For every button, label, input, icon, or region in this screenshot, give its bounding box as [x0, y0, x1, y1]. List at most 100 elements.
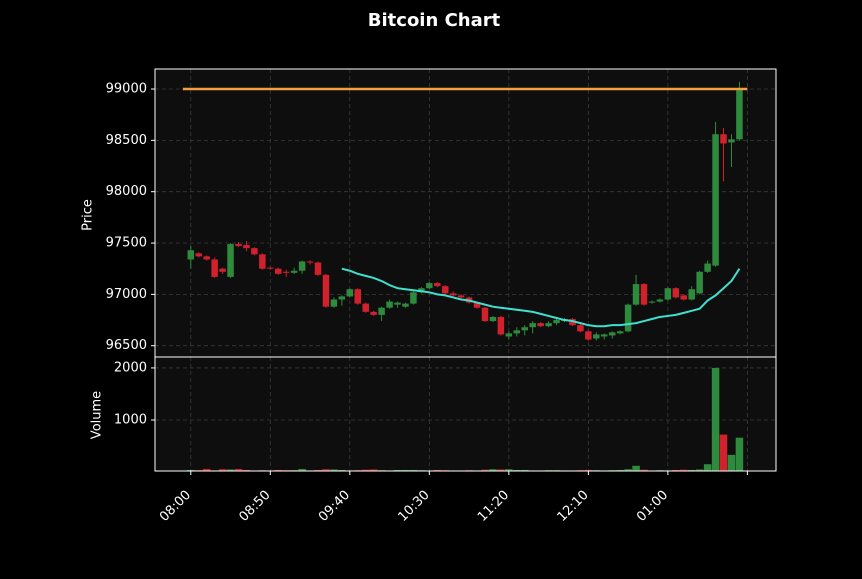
volume-bar — [672, 469, 680, 471]
candle-body — [274, 268, 282, 274]
y-tick-label: 98500 — [106, 133, 147, 148]
candle-body — [529, 323, 536, 328]
candle-body — [553, 320, 560, 324]
volume-bar — [513, 469, 521, 471]
candle-body — [418, 288, 425, 293]
candle-body — [211, 259, 218, 277]
candle-body — [712, 134, 719, 266]
candle-body — [259, 254, 266, 269]
candle-body — [616, 331, 624, 334]
candle-body — [601, 334, 608, 337]
volume-bar — [433, 469, 442, 471]
candle-body — [728, 139, 735, 143]
candle-body — [354, 289, 362, 304]
candle-body — [251, 248, 258, 255]
candle-body — [378, 307, 385, 315]
volume-bar — [727, 454, 736, 471]
volume-bar — [401, 469, 410, 471]
volume-bar — [298, 468, 306, 471]
volume-bar — [687, 469, 696, 471]
candle-body — [704, 263, 711, 272]
volume-frame — [154, 356, 777, 472]
volume-bar — [680, 469, 688, 471]
volume-bar — [735, 437, 744, 471]
volume-bar — [481, 469, 489, 471]
candle-body — [370, 311, 377, 315]
y-tick-label: 98000 — [106, 184, 147, 199]
volume-bar — [242, 469, 251, 471]
candle-body — [489, 316, 497, 322]
candle-body — [736, 90, 743, 140]
candle-body — [306, 261, 314, 263]
volume-bar — [624, 469, 632, 471]
candle-body — [203, 256, 210, 260]
candle-body — [402, 303, 409, 307]
chart-title: Bitcoin Chart — [368, 10, 501, 31]
candle-body — [282, 271, 290, 273]
candle-body — [386, 301, 393, 308]
candle-body — [521, 327, 528, 331]
candle-body — [648, 301, 656, 303]
candle-body — [219, 268, 226, 272]
volume-bar — [361, 469, 370, 471]
candle-body — [362, 303, 369, 312]
candle-body — [688, 289, 695, 300]
candle-body — [577, 325, 584, 332]
volume-bar — [314, 469, 322, 471]
volume-bar — [505, 469, 513, 471]
volume-bar — [584, 469, 593, 471]
volume-bar — [234, 468, 243, 471]
volume-bar — [274, 469, 282, 471]
candle-body — [656, 299, 664, 302]
price-panel — [155, 69, 776, 357]
candle-body — [434, 283, 441, 287]
y-axis-label: Price — [81, 199, 96, 231]
volume-tick-label: 2000 — [114, 360, 147, 375]
candle-body — [720, 134, 727, 144]
candle-body — [680, 295, 688, 300]
candle-body — [672, 288, 680, 298]
candle-body — [473, 302, 481, 308]
candle-body — [537, 323, 544, 327]
candle-body — [426, 283, 433, 289]
candle-body — [545, 323, 552, 327]
volume-bar — [640, 469, 648, 471]
volume-bar — [497, 469, 505, 471]
candle-body — [235, 244, 242, 247]
candle-body — [322, 274, 330, 307]
candle-body — [481, 307, 489, 322]
volume-bar — [711, 367, 720, 471]
volume-bar — [202, 468, 211, 471]
candle-body — [227, 244, 234, 277]
candle-body — [696, 271, 703, 294]
y-tick-label: 97000 — [106, 287, 147, 302]
volume-bar — [489, 469, 497, 471]
candle-body — [497, 316, 505, 335]
volume-bar — [616, 469, 624, 471]
candle-body — [593, 334, 600, 339]
candle-body — [187, 250, 195, 260]
candle-body — [298, 261, 306, 271]
candle-body — [624, 304, 632, 332]
candle-body — [585, 331, 592, 340]
volume-bar — [695, 469, 704, 471]
volume-tick-label: 1000 — [114, 412, 147, 427]
y-tick-label: 96500 — [106, 338, 147, 353]
candle-body — [513, 330, 521, 334]
moving-average-line — [341, 267, 741, 328]
volume-bar — [719, 434, 728, 471]
candle-body — [290, 270, 298, 273]
volume-bar — [226, 469, 235, 471]
volume-bar — [322, 469, 330, 471]
y-tick-label: 99000 — [106, 82, 147, 97]
candle-body — [608, 332, 616, 336]
candle-body — [640, 284, 648, 305]
candle-body — [457, 295, 465, 298]
candle-body — [394, 302, 401, 305]
volume-axis-label: Volume — [90, 391, 105, 439]
candle-body — [346, 289, 354, 297]
volume-bar — [409, 469, 418, 471]
grid-layer — [155, 69, 776, 471]
